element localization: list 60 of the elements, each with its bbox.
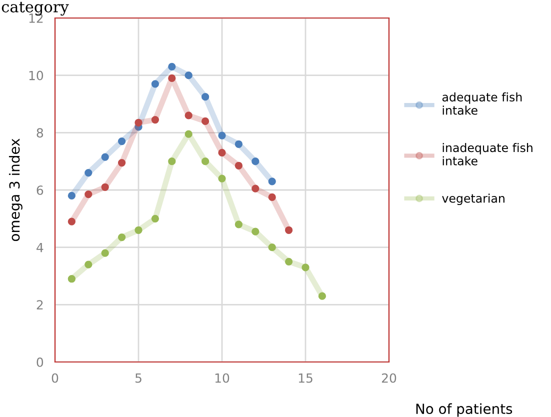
y-tick-label: 10 (29, 70, 44, 80)
point (252, 184, 260, 192)
point (134, 226, 142, 234)
point (68, 192, 76, 200)
x-tick-label: 20 (382, 373, 396, 383)
y-tick-label: 2 (36, 300, 43, 310)
point (101, 183, 109, 191)
point (268, 244, 276, 252)
y-tick-label: 6 (36, 185, 44, 195)
point (234, 162, 243, 170)
legend-label: vegetarian (442, 194, 504, 206)
point (318, 292, 326, 300)
x-axis-title: No of patients (416, 403, 512, 417)
point (201, 117, 210, 126)
point (134, 118, 142, 126)
x-tick-label: 0 (52, 373, 58, 383)
point (151, 80, 160, 88)
point (101, 249, 109, 257)
point (252, 228, 260, 236)
point (84, 168, 92, 177)
x-tick-label: 10 (215, 373, 230, 383)
point (184, 112, 192, 120)
point (68, 218, 76, 226)
point (168, 74, 176, 82)
point (284, 226, 293, 234)
point (268, 193, 276, 201)
y-tick-label: 4 (36, 242, 44, 252)
point (184, 130, 192, 138)
point (84, 190, 92, 198)
point (118, 233, 126, 242)
y-tick-label: 0 (36, 357, 44, 367)
point (284, 258, 293, 266)
point (84, 260, 92, 268)
point (234, 140, 243, 148)
point (268, 178, 276, 186)
point (151, 116, 160, 124)
point (218, 148, 226, 157)
point (118, 137, 126, 146)
point (201, 93, 210, 101)
point (168, 158, 176, 166)
point (218, 174, 226, 182)
point (168, 62, 176, 71)
x-tick-label: 5 (135, 373, 142, 383)
point (218, 132, 226, 140)
point (68, 275, 76, 283)
point (201, 158, 210, 166)
y-tick-label: 12 (29, 13, 43, 23)
y-tick-label: 8 (36, 128, 44, 138)
legend-label: inadequate fish intake (442, 143, 532, 166)
x-tick-label: 15 (298, 373, 312, 383)
y-axis-title: omega 3 index (8, 138, 22, 242)
point (252, 158, 260, 166)
point (234, 220, 243, 228)
point (118, 158, 126, 167)
point (151, 214, 160, 222)
point (101, 153, 109, 161)
point (302, 264, 310, 272)
chart-title: category (2, 2, 69, 16)
legend-label: adequate fish intake (442, 92, 522, 115)
point (184, 72, 192, 80)
